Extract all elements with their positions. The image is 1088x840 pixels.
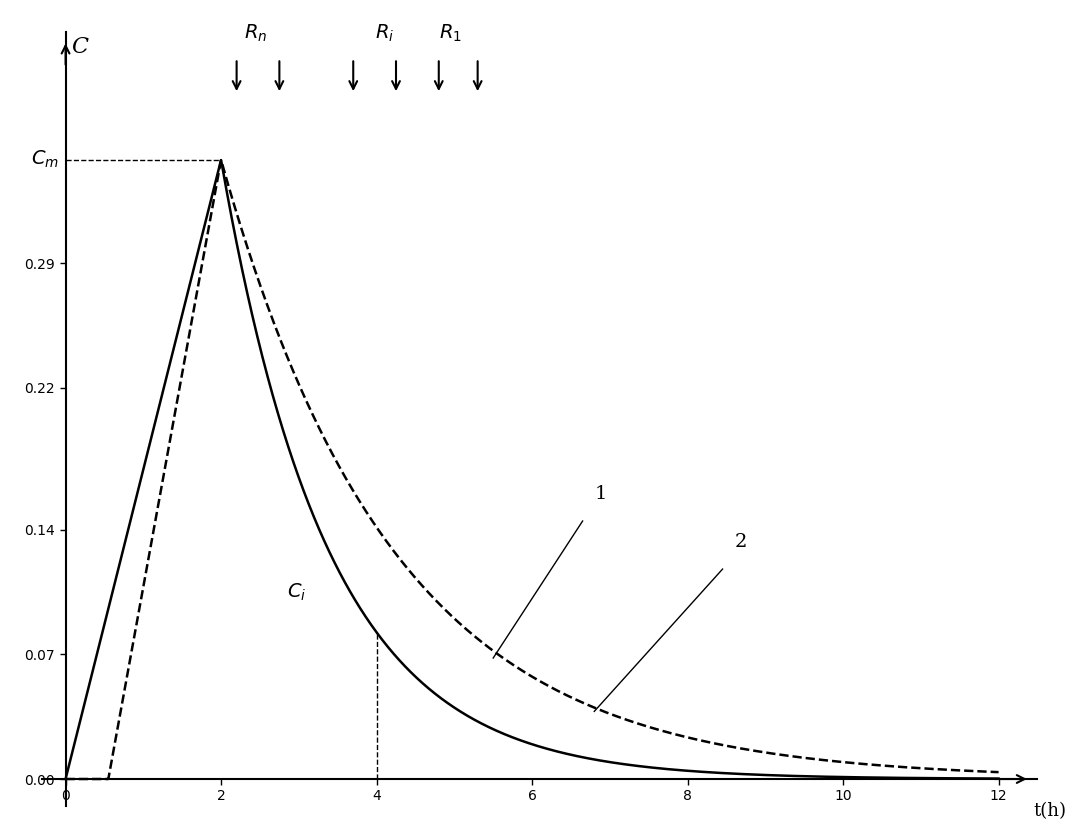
Text: t(h): t(h) [1034, 802, 1066, 820]
Text: $R_i$: $R_i$ [374, 23, 394, 45]
Text: $C_m$: $C_m$ [32, 150, 60, 171]
Text: $R_n$: $R_n$ [245, 23, 268, 45]
Text: $C_i$: $C_i$ [287, 581, 307, 603]
Text: 1: 1 [594, 486, 607, 503]
Text: $R_1$: $R_1$ [438, 23, 462, 45]
Text: C: C [71, 36, 88, 58]
Text: 2: 2 [734, 533, 746, 551]
